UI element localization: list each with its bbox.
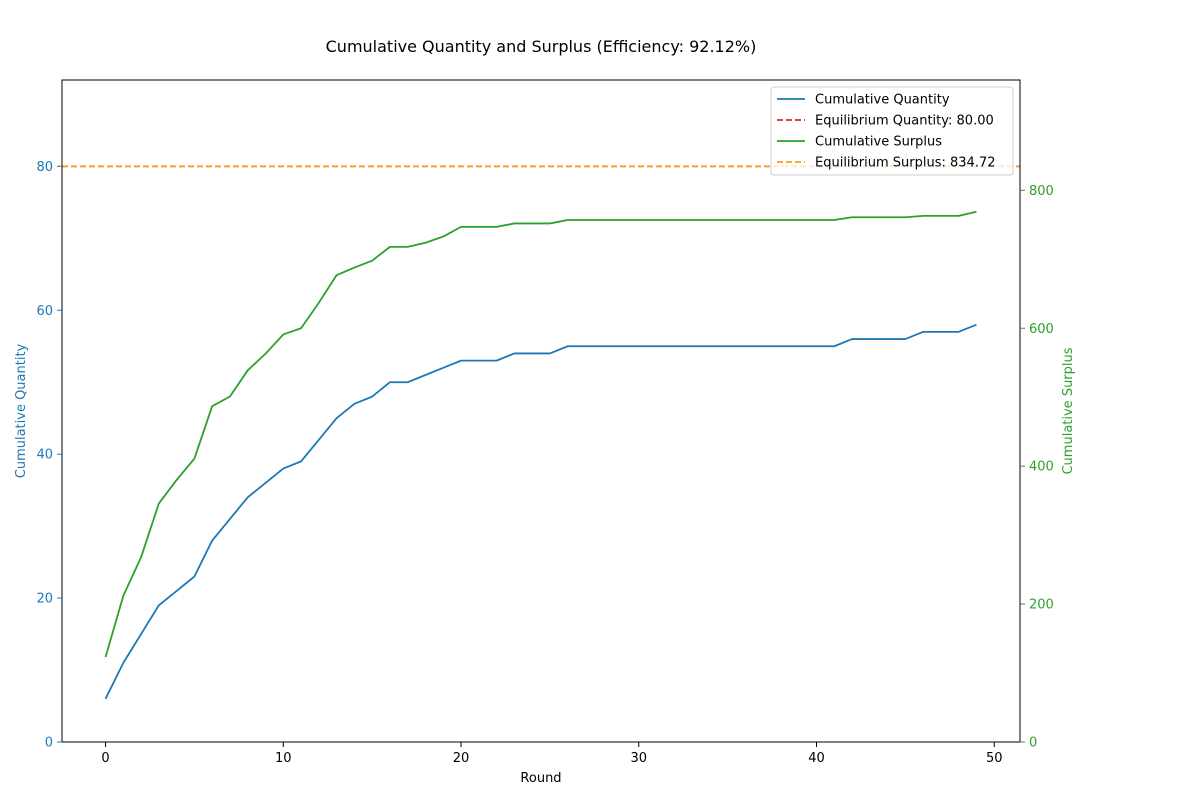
x-tick-label: 40 bbox=[808, 751, 825, 766]
left-y-tick-label: 40 bbox=[36, 448, 53, 463]
legend-entry-cumulative-surplus: Cumulative Surplus bbox=[815, 135, 942, 150]
left-y-tick-label: 60 bbox=[36, 304, 53, 319]
plot-area bbox=[62, 165, 1020, 700]
left-y-axis: 0 20 40 60 80 bbox=[36, 160, 62, 751]
left-y-tick-label: 80 bbox=[36, 160, 53, 175]
legend-entry-cumulative-quantity: Cumulative Quantity bbox=[815, 93, 950, 108]
left-y-tick-label: 0 bbox=[45, 736, 53, 751]
plot-frame bbox=[61, 79, 1021, 743]
right-y-axis-label: Cumulative Surplus bbox=[1061, 347, 1076, 474]
series-line-cumulative-surplus bbox=[104, 210, 977, 658]
legend-entry-equilibrium-quantity-80-00: Equilibrium Quantity: 80.00 bbox=[815, 114, 994, 129]
x-axis-label: Round bbox=[520, 771, 561, 786]
right-y-tick-label: 800 bbox=[1029, 184, 1054, 199]
legend-box bbox=[770, 86, 1014, 176]
chart-title: Cumulative Quantity and Surplus (Efficie… bbox=[326, 37, 757, 56]
x-tick-label: 20 bbox=[453, 751, 470, 766]
x-axis: 0 10 20 30 40 50 bbox=[101, 742, 1003, 766]
x-tick-label: 50 bbox=[986, 751, 1003, 766]
legend: Cumulative Quantity Equilibrium Quantity:… bbox=[770, 86, 1014, 176]
legend-entry-equilibrium-surplus-834-72: Equilibrium Surplus: 834.72 bbox=[815, 156, 996, 171]
right-y-tick-label: 0 bbox=[1029, 736, 1037, 751]
x-tick-label: 0 bbox=[101, 751, 109, 766]
x-tick-label: 10 bbox=[275, 751, 292, 766]
series-line-cumulative-quantity bbox=[104, 323, 977, 700]
left-y-axis-label: Cumulative Quantity bbox=[14, 343, 29, 478]
right-y-tick-label: 600 bbox=[1029, 322, 1054, 337]
left-y-tick-label: 20 bbox=[36, 592, 53, 607]
x-tick-label: 30 bbox=[630, 751, 647, 766]
right-y-tick-label: 200 bbox=[1029, 598, 1054, 613]
right-y-tick-label: 400 bbox=[1029, 460, 1054, 475]
right-y-axis: 0 200 400 600 800 bbox=[1020, 184, 1054, 751]
